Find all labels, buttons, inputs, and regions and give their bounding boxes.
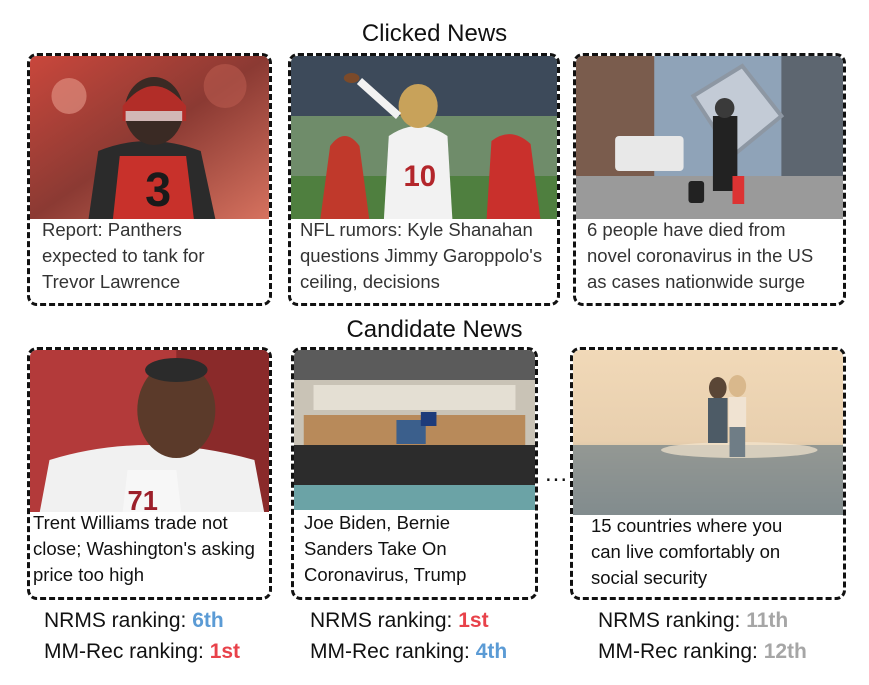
caption-line: 15 countries where you	[591, 515, 783, 536]
caption-line: questions Jimmy Garoppolo's	[300, 245, 543, 266]
mmrec-ranking-2: MM-Rec ranking: 4th	[310, 640, 507, 664]
candidate-news-caption-2: Joe Biden, Bernie Sanders Take On Corona…	[294, 510, 535, 597]
caption-line: close; Washington's asking	[33, 538, 255, 559]
candidate-news-card-2[interactable]: Joe Biden, Bernie Sanders Take On Corona…	[291, 347, 538, 600]
candidate-news-card-3[interactable]: 15 countries where you can live comforta…	[570, 347, 846, 600]
ranking-value: 11th	[746, 609, 789, 632]
svg-text:3: 3	[145, 163, 171, 217]
ranking-label: MM-Rec ranking:	[598, 640, 764, 663]
clicked-news-card-1[interactable]: 3 Report: Panthers expected to tank for …	[27, 53, 272, 306]
clicked-news-image-3	[576, 56, 843, 219]
candidate-news-image-2	[294, 350, 535, 510]
candidate-news-image-3	[573, 350, 843, 515]
svg-text:71: 71	[128, 485, 158, 512]
caption-line: NFL rumors: Kyle Shanahan	[300, 219, 533, 240]
candidate-news-image-1: 71	[30, 350, 269, 512]
ranking-label: NRMS ranking:	[310, 609, 459, 632]
nrms-ranking-1: NRMS ranking: 6th	[44, 609, 224, 633]
nrms-ranking-2: NRMS ranking: 1st	[310, 609, 489, 633]
caption-line: social security	[591, 567, 708, 588]
clicked-news-title: Clicked News	[361, 20, 508, 47]
caption-line: ceiling, decisions	[300, 271, 440, 292]
caption-line: Coronavirus, Trump	[304, 564, 467, 585]
ranking-label: NRMS ranking:	[598, 609, 747, 632]
candidate-news-title: Candidate News	[346, 316, 523, 343]
ranking-value: 4th	[475, 640, 508, 663]
caption-line: novel coronavirus in the US	[587, 245, 814, 266]
ranking-label: MM-Rec ranking:	[310, 640, 476, 663]
caption-line: can live comfortably on	[591, 541, 781, 562]
mmrec-ranking-1: MM-Rec ranking: 1st	[44, 640, 240, 664]
clicked-news-card-3[interactable]: 6 people have died from novel coronaviru…	[573, 53, 846, 306]
ranking-value: 1st	[458, 609, 489, 632]
svg-text:10: 10	[403, 160, 436, 193]
ranking-value: 12th	[763, 640, 807, 663]
caption-line: expected to tank for	[42, 245, 205, 266]
caption-line: Trevor Lawrence	[42, 271, 181, 292]
caption-line: as cases nationwide surge	[587, 271, 806, 292]
clicked-news-image-2: 10	[291, 56, 557, 219]
caption-line: Trent Williams trade not	[33, 512, 228, 533]
candidate-news-caption-3: 15 countries where you can live comforta…	[573, 513, 843, 597]
candidate-news-caption-1: Trent Williams trade not close; Washingt…	[30, 510, 269, 597]
ranking-value: 1st	[209, 640, 241, 663]
caption-line: Report: Panthers	[42, 219, 182, 240]
clicked-news-caption-3: 6 people have died from novel coronaviru…	[576, 217, 843, 303]
nrms-ranking-3: NRMS ranking: 11th	[598, 609, 788, 633]
ranking-value: 6th	[192, 609, 224, 632]
mmrec-ranking-3: MM-Rec ranking: 12th	[598, 640, 807, 664]
caption-line: Joe Biden, Bernie	[304, 512, 451, 533]
more-candidates-ellipsis: ...	[545, 460, 569, 487]
ranking-label: MM-Rec ranking:	[44, 640, 210, 663]
candidate-news-card-1[interactable]: 71 Trent Williams trade not close; Washi…	[27, 347, 272, 600]
clicked-news-image-1: 3	[30, 56, 269, 219]
caption-line: 6 people have died from	[587, 219, 786, 240]
clicked-news-caption-1: Report: Panthers expected to tank for Tr…	[30, 217, 269, 303]
ranking-label: NRMS ranking:	[44, 609, 193, 632]
clicked-news-caption-2: NFL rumors: Kyle Shanahan questions Jimm…	[291, 217, 557, 303]
clicked-news-card-2[interactable]: 10 NFL rumors: Kyle Shanahan questions J…	[288, 53, 560, 306]
caption-line: Sanders Take On	[304, 538, 447, 559]
caption-line: price too high	[33, 564, 145, 585]
